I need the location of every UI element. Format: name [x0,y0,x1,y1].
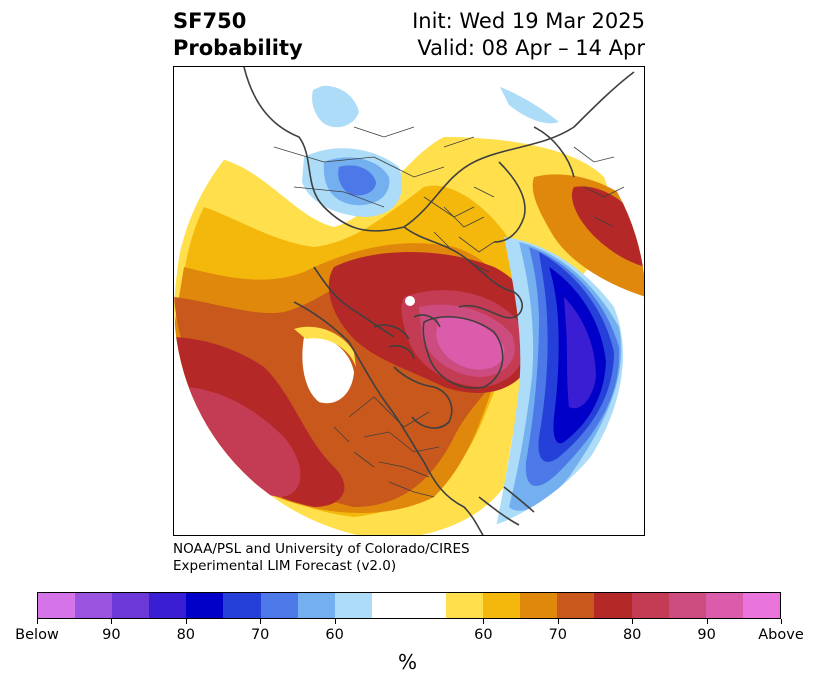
colorbar-tick-label: 90 [102,627,121,643]
product-title: Probability [173,36,303,60]
borders-europe [433,186,495,273]
colorbar-tickmark [334,619,336,624]
forecast-map [173,66,645,536]
north-pole-marker [405,296,415,306]
neutral-rim [294,326,356,367]
coastline-canada-islands [373,314,441,360]
political-borders [273,126,625,498]
colorbar-swatch [149,593,187,618]
colorbar-tick-label: 60 [325,627,344,643]
colorbar-swatch [75,593,113,618]
colorbar-tickmark [185,619,187,624]
probability-field [174,69,644,535]
colorbar-tickmark [632,619,634,624]
colorbar-swatch [483,593,521,618]
colorbar-swatch [260,593,298,618]
map-svg [174,67,644,535]
coastline-north-america [293,301,484,535]
colorbar-tickmark [781,619,782,624]
coastline-alaska [313,266,395,338]
title-right: Init: Wed 19 Mar 2025 Valid: 08 Apr – 14… [412,8,645,62]
cold-patch-ne [499,85,559,124]
colorbar-tick-label: 80 [622,627,642,643]
colorbar-swatch [446,593,484,618]
borders-north-america [333,396,440,498]
colorbar [37,592,781,619]
colorbar-tick-label: 70 [250,627,270,643]
coastline-europe [403,226,523,319]
colorbar-tick-label: 90 [697,627,716,643]
valid-range: Valid: 08 Apr – 14 Apr [417,36,645,60]
colorbar-swatch [112,593,150,618]
colorbar-swatch [742,593,780,618]
colorbar-tickmark [706,619,708,624]
colorbar-tickmark [483,619,485,624]
colorbar-tickmark [111,619,113,624]
colorbar-swatch [557,593,595,618]
coastline-scandinavia [493,126,575,243]
colorbar-swatch [705,593,743,618]
colorbar-tick-label: Below [15,627,59,643]
cold-region-85 [564,297,596,409]
cold-patch-north [312,85,359,128]
colorbar-swatch [520,593,558,618]
colorbar-tick-label: Above [758,627,804,643]
coastline-greenland [422,316,504,389]
colorbar-swatch [38,593,76,618]
init-date: Init: Wed 19 Mar 2025 [412,9,645,33]
coastline-japan [478,486,535,526]
colorbar-tick-label: 70 [548,627,568,643]
colorbar-swatch [371,593,447,618]
colorbar-tickmark [557,619,559,624]
colorbar-swatch [223,593,261,618]
credit-line-2: Experimental LIM Forecast (v2.0) [173,558,397,574]
ne-warm-80 [571,186,644,267]
colorbar-swatch [334,593,372,618]
borders-middle-east [573,146,625,228]
colorbar-swatch [631,593,669,618]
colorbar-tick-label: 80 [176,627,196,643]
arctic-core-95 [436,316,505,370]
title-left: SF750 Probability [173,8,303,62]
credit: NOAA/PSL and University of Colorado/CIRE… [173,541,470,575]
credit-line-1: NOAA/PSL and University of Colorado/CIRE… [173,541,470,557]
variable-title: SF750 [173,9,247,33]
colorbar-tickmark [260,619,262,624]
colorbar-unit-label: % [398,650,418,674]
colorbar-swatch [297,593,335,618]
neutral-gap [302,336,354,404]
warm-region-85 [174,386,301,497]
colorbar-tick-label: 60 [474,627,493,643]
coastline-hudson [393,366,453,429]
cold-patch-75 [338,165,376,196]
colorbar-tickmark [37,619,38,624]
colorbar-swatch [594,593,632,618]
coastlines [243,67,635,535]
colorbar-swatch [186,593,224,618]
colorbar-swatch [668,593,706,618]
